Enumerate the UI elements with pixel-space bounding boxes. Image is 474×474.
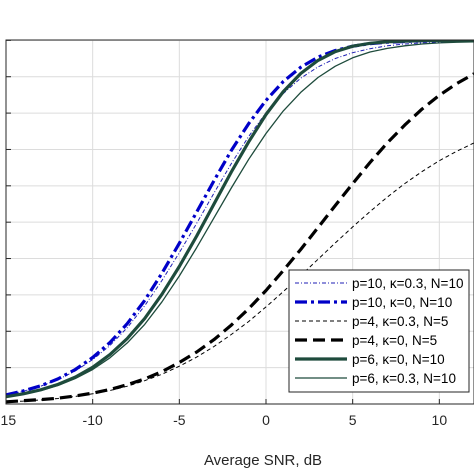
x-tick-label: -15 [0,412,16,428]
series-lines [6,40,474,404]
legend-label-1: p=10, κ=0.3, N=10 [352,276,463,291]
legend-label-6: p=6, κ=0.3, N=10 [352,371,456,386]
series-line-4 [6,72,474,404]
legend-box [288,269,470,393]
x-tick-label: -5 [173,412,186,428]
series-line-1 [6,41,474,396]
grid [5,39,474,404]
x-axis-label: Average SNR, dB [204,452,322,469]
series-line-5 [6,40,474,399]
legend-label-5: p=6, κ=0, N=10 [352,352,445,367]
axis-ticks: -15 -10 -5 0 5 10 [0,39,448,428]
x-tick-label: -10 [83,412,103,428]
x-tick-label: 10 [432,412,448,428]
x-tick-label: 0 [262,412,270,428]
legend-label-2: p=10, κ=0, N=10 [352,295,452,310]
x-tick-label: 5 [349,412,357,428]
legend-label-3: p=4, κ=0.3, N=5 [352,314,448,329]
legend-label-4: p=4, κ=0, N=5 [352,333,437,348]
series-line-6 [6,41,474,398]
legend: p=10, κ=0.3, N=10 p=10, κ=0, N=10 p=4, κ=0… [288,269,470,393]
